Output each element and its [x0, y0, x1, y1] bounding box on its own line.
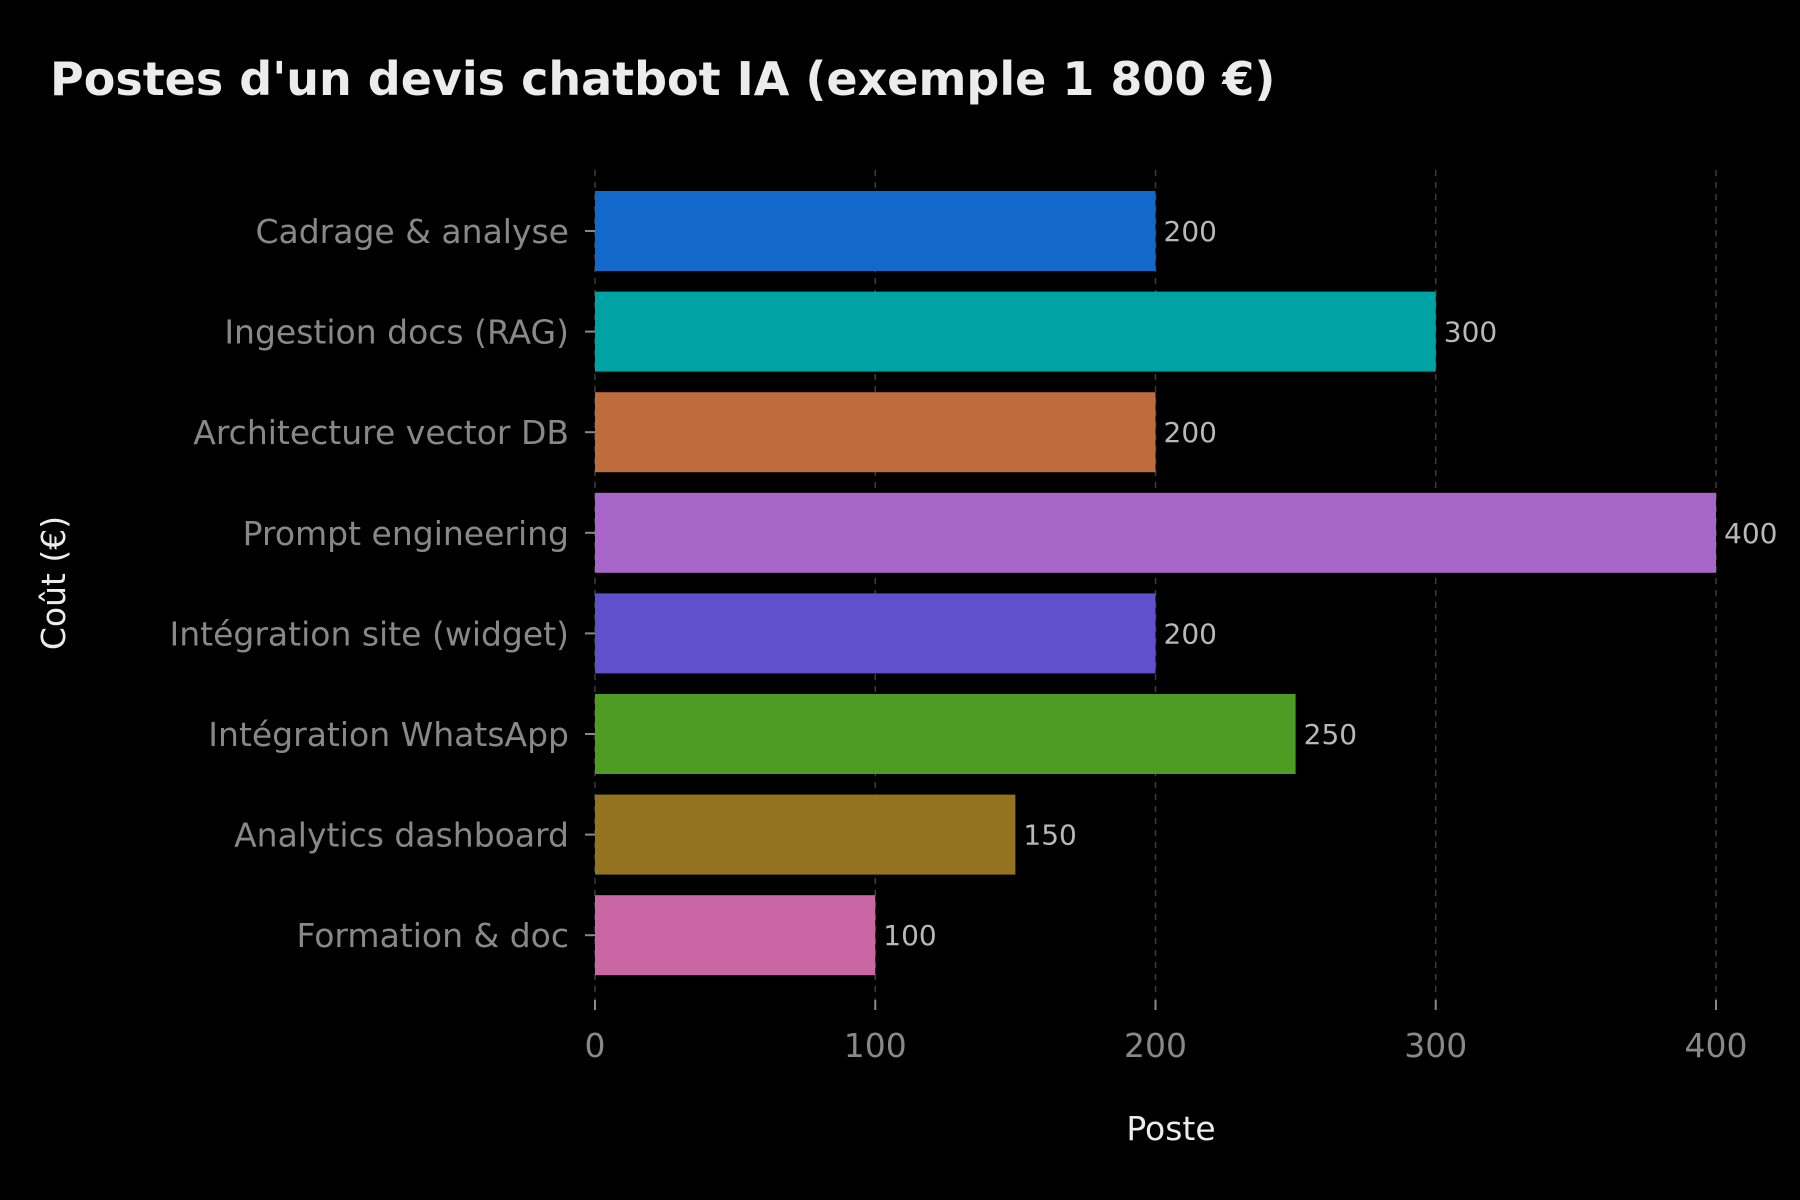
y-tick-label: Cadrage & analyse	[255, 212, 569, 251]
x-axis-ticks: 0 100 200 300 400	[585, 1000, 1748, 1065]
x-tick-label: 100	[844, 1026, 907, 1065]
y-axis-ticks: Cadrage & analyse Ingestion docs (RAG) Arc…	[170, 212, 595, 955]
x-axis-title: Poste	[1126, 1109, 1215, 1148]
data-label: 150	[1023, 819, 1076, 852]
y-tick-label: Prompt engineering	[243, 514, 569, 553]
y-tick-label: Ingestion docs (RAG)	[224, 313, 569, 352]
data-label: 100	[883, 919, 936, 952]
bars	[595, 191, 1716, 976]
bar	[595, 794, 1016, 875]
y-tick-label: Formation & doc	[296, 916, 569, 955]
data-label: 200	[1164, 617, 1217, 650]
x-tick-label: 400	[1685, 1026, 1748, 1065]
y-axis-title: Coût (€)	[34, 516, 73, 650]
bar	[595, 291, 1436, 372]
x-tick-label: 300	[1404, 1026, 1467, 1065]
data-label: 200	[1164, 416, 1217, 449]
x-tick-label: 200	[1124, 1026, 1187, 1065]
y-tick-label: Analytics dashboard	[234, 816, 569, 855]
data-labels: 200 300 200 400 200 250 150 100	[883, 215, 1777, 952]
bar	[595, 593, 1156, 674]
chart-title: Postes d'un devis chatbot IA (exemple 1 …	[50, 52, 1275, 106]
y-tick-label: Architecture vector DB	[193, 413, 569, 452]
bar	[595, 895, 876, 976]
data-label: 300	[1444, 316, 1497, 349]
y-tick-label: Intégration site (widget)	[170, 614, 569, 653]
bar	[595, 392, 1156, 473]
bar	[595, 492, 1716, 573]
x-tick-label: 0	[585, 1026, 606, 1065]
data-label: 200	[1164, 215, 1217, 248]
data-label: 400	[1724, 517, 1777, 550]
y-tick-label: Intégration WhatsApp	[208, 715, 569, 754]
data-label: 250	[1304, 718, 1357, 751]
bar	[595, 191, 1156, 271]
bar	[595, 694, 1296, 774]
